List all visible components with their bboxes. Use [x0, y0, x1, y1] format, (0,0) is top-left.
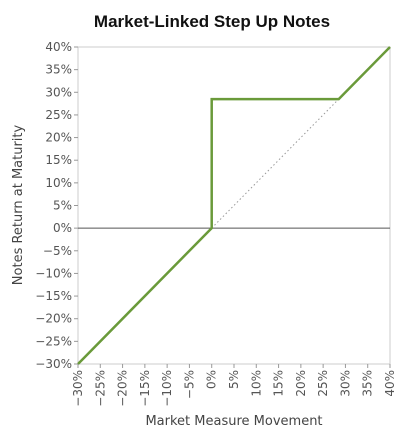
y-tick-label: 10% [45, 176, 72, 190]
x-tick-label: −5% [182, 370, 196, 399]
y-tick-label: 20% [45, 131, 72, 145]
x-axis-label: Market Measure Movement [145, 414, 322, 429]
x-tick-label: −30% [71, 370, 85, 407]
y-tick-label: 30% [45, 85, 72, 99]
y-tick-label: −5% [43, 244, 72, 258]
x-tick-label: 15% [272, 370, 286, 397]
x-tick-label: 35% [361, 370, 375, 397]
x-tick-label: 5% [227, 370, 241, 389]
y-axis-label: Notes Return at Maturity [11, 124, 26, 285]
x-tick-label: −10% [160, 370, 174, 407]
y-tick-label: −20% [35, 312, 72, 326]
x-tick-label: 25% [316, 370, 330, 397]
y-tick-label: −10% [35, 266, 72, 280]
y-tick-label: −30% [35, 357, 72, 371]
x-tick-label: −25% [93, 370, 107, 407]
y-tick-label: 5% [53, 199, 72, 213]
x-tick-label: 40% [383, 370, 397, 397]
x-tick-label: 0% [205, 370, 219, 389]
y-tick-label: 15% [45, 153, 72, 167]
x-tick-label: −15% [138, 370, 152, 407]
y-axis-ticks: −30% −25% −20% −15% −10% −5% 0% 5% 10% 15% 20% 25% 3… [35, 40, 78, 371]
y-tick-label: 40% [45, 40, 72, 54]
y-tick-label: −25% [35, 334, 72, 348]
market-measure-reference-line [211, 98, 340, 229]
notes-payoff-line [77, 46, 391, 365]
y-tick-label: −15% [35, 289, 72, 303]
x-axis-ticks: −30% −25% −20% −15% −10% −5% 0% 5% 10% 15% 20% 25% 3… [71, 364, 397, 407]
y-tick-label: 0% [53, 221, 72, 235]
x-tick-label: 30% [338, 370, 352, 397]
x-tick-label: 10% [249, 370, 263, 397]
y-tick-label: 25% [45, 108, 72, 122]
x-tick-label: −20% [116, 370, 130, 407]
chart-title: Market-Linked Step Up Notes [94, 12, 330, 31]
y-tick-label: 35% [45, 63, 72, 77]
x-tick-label: 20% [294, 370, 308, 397]
